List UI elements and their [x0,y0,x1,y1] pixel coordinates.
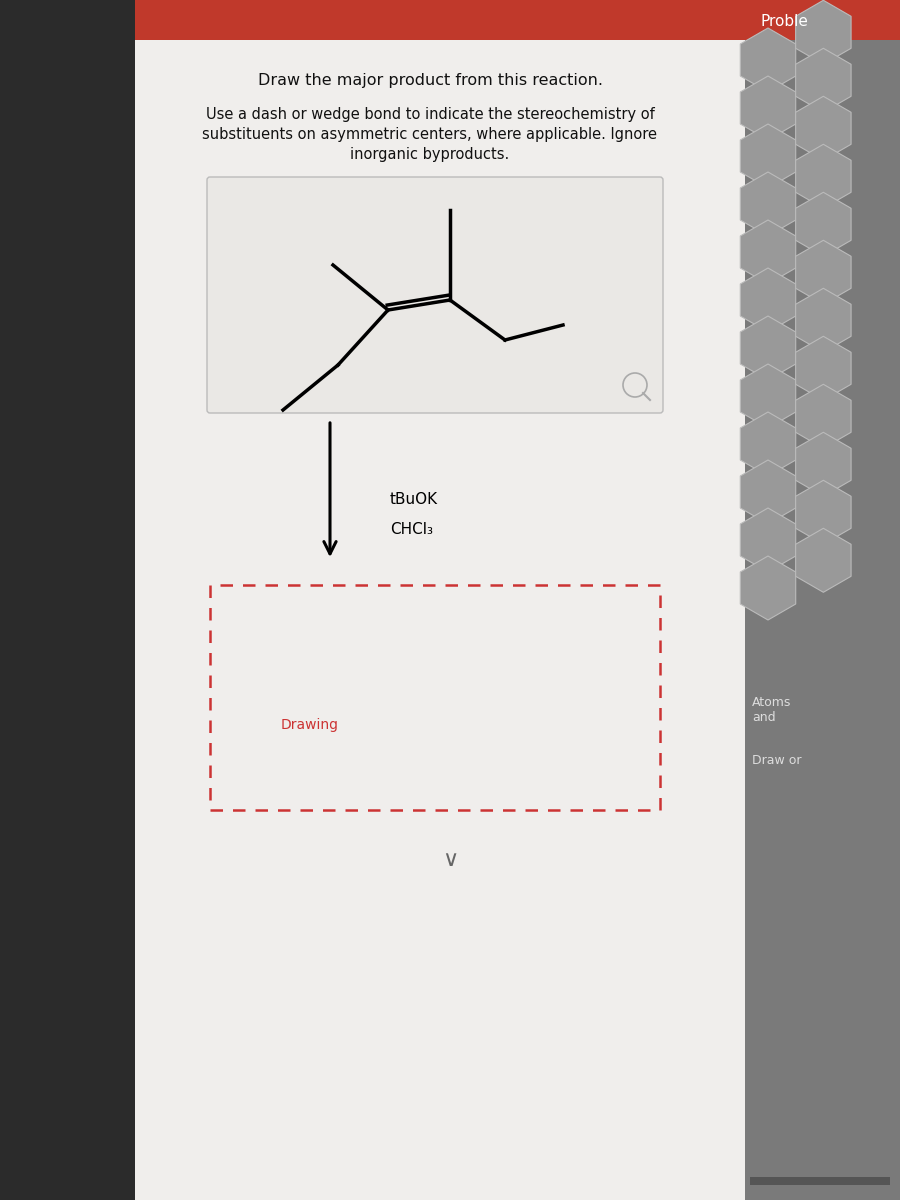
Bar [745,0,900,40]
Polygon shape [741,316,796,380]
Text: Draw or: Draw or [752,754,802,767]
Bar [750,1177,890,1186]
Polygon shape [741,172,796,236]
Polygon shape [741,124,796,188]
Polygon shape [796,96,851,161]
Polygon shape [796,432,851,497]
Bar [135,0,745,40]
Polygon shape [741,412,796,476]
Bar [135,0,745,1200]
Polygon shape [796,480,851,545]
Bar [210,584,660,810]
Bar [745,0,900,1200]
Polygon shape [741,508,796,572]
Text: Drawing: Drawing [281,718,339,732]
Polygon shape [741,460,796,524]
Polygon shape [796,48,851,113]
Polygon shape [741,268,796,332]
Text: tBuOK: tBuOK [390,492,438,508]
Polygon shape [796,192,851,257]
Polygon shape [796,288,851,353]
Polygon shape [796,240,851,305]
Polygon shape [741,76,796,140]
Polygon shape [796,144,851,209]
Text: Proble: Proble [760,14,808,30]
Polygon shape [796,384,851,449]
Polygon shape [741,364,796,428]
Text: Use a dash or wedge bond to indicate the stereochemistry of: Use a dash or wedge bond to indicate the… [205,108,654,122]
Polygon shape [741,556,796,620]
Polygon shape [741,28,796,92]
Polygon shape [796,528,851,593]
Text: substituents on asymmetric centers, where applicable. Ignore: substituents on asymmetric centers, wher… [202,127,658,143]
Polygon shape [741,220,796,284]
Polygon shape [796,0,851,65]
Text: Atoms
and: Atoms and [752,696,791,724]
Text: Draw the major product from this reaction.: Draw the major product from this reactio… [257,72,602,88]
Bar [0,0,135,1200]
FancyBboxPatch shape [207,176,663,413]
Text: CHCl₃: CHCl₃ [390,522,433,538]
Text: inorganic byproducts.: inorganic byproducts. [350,148,509,162]
Polygon shape [796,336,851,401]
Text: ∨: ∨ [442,850,458,870]
